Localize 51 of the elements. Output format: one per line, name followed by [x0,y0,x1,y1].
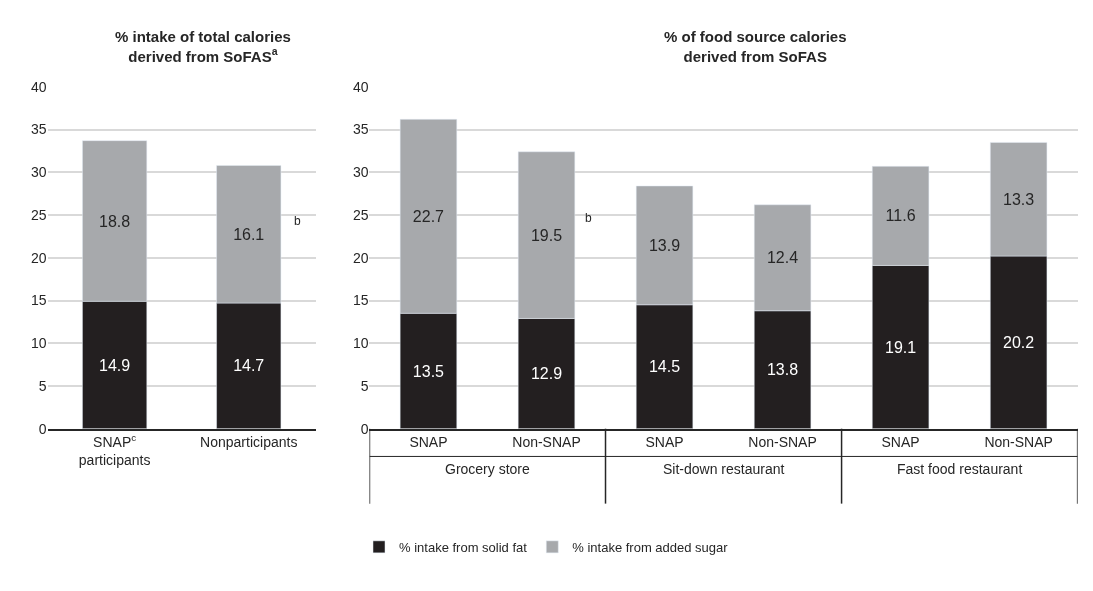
text: Sit-down restaurant [663,461,785,477]
y-tick-label: 0 [360,420,369,437]
y-tick-label: 40 [30,78,47,95]
chart-title: % intake of total calories derived from SoFAS$^{a}$ [115,28,291,65]
y-tick-label: 25 [30,206,47,223]
text: Grocery store [445,461,531,477]
data-label: 13.5 [412,362,445,380]
y-tick-label: 35 [30,121,47,138]
y-tick-label: 15 [352,292,369,309]
data-label: 14.9 [98,356,131,374]
x-tick-label: SNAP$^{c}$ participants [78,432,151,469]
data-label: 14.5 [648,358,681,376]
data-label: 13.9 [648,236,681,254]
y-tick-label: 15 [30,292,47,309]
y-tick-label: 5 [38,377,47,394]
data-label: 13.3 [1003,190,1035,208]
y-tick-label: 10 [30,335,47,352]
x-tick-label: SNAP [409,434,448,451]
text: Fast food restaurant [897,461,1023,477]
data-label: 12.4 [766,249,799,267]
x-tick-label: Non-SNAP [512,434,581,451]
data-label: 20.2 [1003,333,1035,351]
data-label: 18.8 [98,212,131,230]
data-label: 13.8 [766,361,799,379]
y-tick-label: 30 [30,164,47,181]
y-tick-label: 20 [30,249,47,266]
data-label: 12.9 [530,365,563,383]
annotation: b [585,211,592,225]
y-tick-label: 20 [352,249,369,266]
y-tick-label: 0 [38,420,47,437]
annotation: b [294,214,301,228]
x-tick-label: SNAP [645,434,684,451]
y-tick-label: 5 [360,377,369,394]
y-tick-label: 10 [352,335,369,352]
data-label: 11.6 [885,207,916,225]
y-tick-label: 40 [352,78,369,95]
x-tick-label: SNAP [881,434,920,451]
y-tick-label: 30 [352,164,369,181]
data-label: 19.1 [884,338,917,356]
legend-label: % intake from added sugar [572,539,729,555]
y-tick-label: 25 [352,206,369,223]
x-tick-label: Non-SNAP [984,434,1053,451]
data-label: 19.5 [530,226,563,244]
y-tick-label: 35 [352,121,369,138]
data-label: 14.7 [233,357,265,375]
legend-label: % intake from solid fat [399,539,528,555]
chart-title: % of food source calories derived from SoFAS [664,28,847,65]
data-label: 22.7 [412,207,445,225]
x-tick-label: Nonparticipants [200,434,298,451]
data-label: 16.1 [233,225,265,243]
x-tick-label: Non-SNAP [748,434,817,451]
